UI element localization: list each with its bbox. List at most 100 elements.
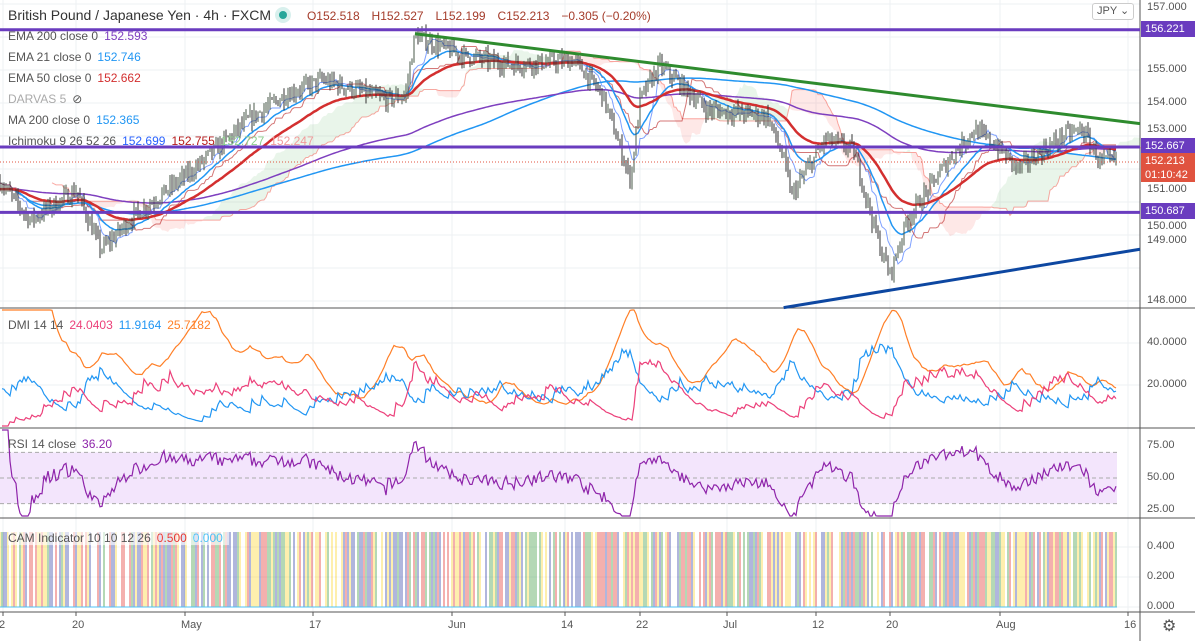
ichimoku-cloud [178,220,180,230]
ichimoku-cloud [422,88,424,92]
ichimoku-cloud [298,133,300,165]
legend-darvas[interactable]: DARVAS 5 ⊘ [8,92,88,106]
legend-ema21[interactable]: EMA 21 close 0 152.746 [8,50,147,64]
ichimoku-cloud [952,206,954,236]
legend-cam[interactable]: CAM Indicator 10 10 12 26 0.500 0.000 [8,531,229,545]
ichimoku-cloud [900,152,902,155]
ichimoku-cloud [1080,154,1082,161]
ichimoku-cloud [686,118,688,144]
currency-selector[interactable]: JPY ⌄ [1092,3,1135,20]
legend-ma200[interactable]: MA 200 close 0 152.365 [8,113,145,127]
ichimoku-cloud [832,112,834,131]
last-price: 152.213 [1145,155,1185,167]
time-axis-label: 22 [636,619,649,631]
ichimoku-cloud [606,59,608,64]
ichimoku-cloud [996,193,998,208]
ichimoku-cloud [102,201,104,208]
dmi-plus-value: 24.0403 [69,318,113,332]
legend-label: EMA 200 close 0 [8,29,99,43]
legend-value: 152.593 [104,29,148,43]
ichimoku-cloud [180,220,182,230]
ichimoku-cloud [470,67,472,70]
ichimoku-cloud [616,61,618,63]
cam-value-1: 0.500 [156,531,187,545]
ichimoku-cloud [700,118,702,134]
ichimoku-cloud [468,67,470,73]
time-axis-label: 17 [309,619,322,631]
legend-value: 152.755 [171,134,215,148]
ichimoku-cloud [802,89,804,112]
ichimoku-cloud [618,61,620,63]
adx-value: 25.7182 [167,318,211,332]
ichimoku-cloud [164,219,166,232]
ichimoku-cloud [892,149,894,155]
ichimoku-cloud [612,61,614,63]
legend-ema200[interactable]: EMA 200 close 0 152.593 [8,29,153,43]
ichimoku-cloud [336,106,338,137]
ichimoku-cloud [338,106,340,137]
ichimoku-cloud [902,151,904,153]
legend-rsi[interactable]: RSI 14 close 36.20 [8,437,118,451]
legend-ema50[interactable]: EMA 50 close 0 152.662 [8,71,147,85]
ichimoku-cloud [330,113,332,142]
ichimoku-cloud [182,220,184,230]
ichimoku-cloud [972,206,974,229]
ichimoku-cloud [626,61,628,63]
ichimoku-cloud [904,151,906,153]
ichimoku-cloud [108,201,110,208]
settings-gear-icon[interactable]: ⚙ [1162,618,1177,635]
ichimoku-cloud [326,113,328,144]
ichimoku-cloud [354,96,356,127]
ichimoku-cloud [682,118,684,142]
ichimoku-cloud [174,220,176,229]
ichimoku-cloud [210,216,212,221]
ichimoku-cloud [306,127,308,158]
ichimoku-cloud [280,151,282,183]
ichimoku-cloud [172,220,174,229]
ichimoku-cloud [598,58,600,66]
ichimoku-cloud [590,55,592,66]
ichimoku-cloud [120,201,122,204]
dmi-minus-line [1,343,1117,423]
ichimoku-cloud [296,135,298,167]
ichimoku-cloud [220,199,222,221]
dmi-plus-line [2,358,1117,427]
ichimoku-cloud [442,90,444,97]
ichimoku-cloud [1078,154,1080,165]
ichimoku-cloud [236,186,238,212]
ichimoku-cloud [1130,140,1132,148]
ichimoku-cloud [358,93,360,123]
ichimoku-cloud [474,65,476,70]
trendline [414,32,1141,126]
ichimoku-cloud [692,118,694,134]
ichimoku-cloud [998,189,1000,209]
hidden-eye-icon[interactable]: ⊘ [72,92,83,106]
symbol-title[interactable]: British Pound / Japanese Yen · 4h · FXCM [8,7,272,23]
ichimoku-cloud [968,206,970,231]
ohlc-high: H152.527 [371,9,424,23]
ichimoku-cloud [684,118,686,144]
legend-label: Ichimoku 9 26 52 26 [8,134,117,148]
ichimoku-cloud [362,93,364,117]
ichimoku-cloud [1014,166,1016,208]
ichimoku-cloud [602,59,604,65]
ichimoku-cloud [826,101,828,123]
ichimoku-cloud [110,201,112,207]
ichimoku-cloud [274,153,276,187]
ichimoku-cloud [644,69,646,71]
price-axis-label: 148.000 [1147,294,1187,306]
ichimoku-cloud [450,90,452,98]
ichimoku-cloud [260,170,262,201]
ichimoku-cloud [458,90,460,96]
ichimoku-cloud [270,159,272,193]
ichimoku-cloud [352,100,354,128]
ohlc-open: O152.518 [306,9,360,23]
legend-ichimoku[interactable]: Ichimoku 9 26 52 26 152.699 152.755 152.727… [8,134,320,148]
ichimoku-cloud [812,89,814,115]
bar-countdown: 01:10:42 [1145,169,1188,181]
legend-label: CAM Indicator 10 10 12 26 [8,531,151,545]
ichimoku-cloud [814,89,816,115]
dmi-axis-label: 40.0000 [1147,336,1187,348]
ichimoku-cloud [678,110,680,128]
legend-dmi[interactable]: DMI 14 14 24.0403 11.9164 25.7182 [8,318,217,332]
